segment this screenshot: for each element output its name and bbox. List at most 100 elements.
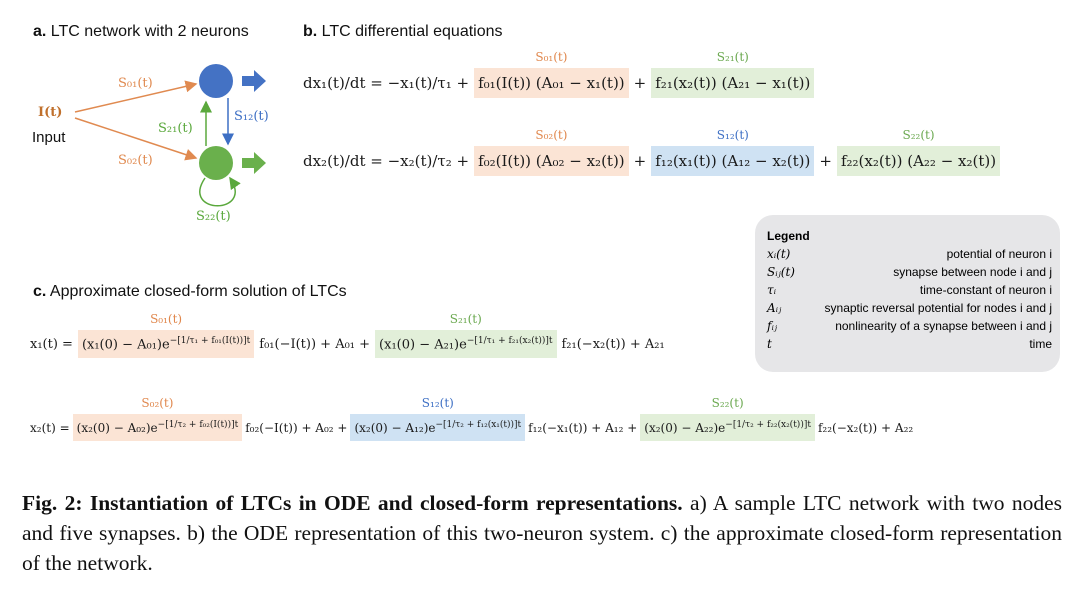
term-label: S₂₂(t) [711, 396, 744, 410]
eq-text: f₀₁(−I(t)) + A₀₁ + [259, 331, 370, 358]
term-text: f₂₁(x₂(t)) (A₂₁ − x₁(t)) [651, 68, 815, 98]
term-text: (x₂(0) − A₀₂)e−[1/τ₂ + f₀₂(I(t))]t [72, 414, 243, 441]
legend-description: synapse between node i and j [893, 265, 1052, 279]
legend-row: Sᵢⱼ(t) synapse between node i and j [755, 263, 1060, 281]
term-exponent: −[1/τ₁ + f₀₁(I(t))]t [169, 336, 251, 346]
eq-body: + [633, 152, 647, 170]
eq-text: f₀₂(−I(t)) + A₀₂ + [245, 415, 347, 441]
term-text: (x₂(0) − A₂₂)e−[1/τ₂ + f₂₂(x₂(t))]t [640, 414, 815, 441]
eq-body: f₂₂(−x₂(t)) + A₂₂ [817, 421, 914, 435]
synapse-label: S₀₁(t) [118, 76, 153, 91]
term-label: S₁₂(t) [716, 128, 749, 142]
eq-body: f₂₁(−x₂(t)) + A₂₁ [561, 337, 665, 353]
synapse-arrow [74, 80, 198, 113]
term-body: (x₁(0) − A₂₁)e [379, 337, 467, 353]
legend-description: synaptic reversal potential for nodes i … [824, 301, 1052, 315]
input-label: I(t) [38, 105, 62, 120]
self-synapse [199, 176, 241, 207]
term-body: (x₂(0) − A₂₂)e [644, 421, 726, 435]
term-body: f₂₂(x₂(t)) (A₂₂ − x₂(t)) [840, 152, 997, 170]
synapse-label: S₁₂(t) [234, 109, 269, 124]
term-body: (x₂(0) − A₀₂)e [76, 421, 158, 435]
synapse-label: S₂₂(t) [196, 209, 231, 224]
legend-description: nonlinearity of a synapse between i and … [835, 319, 1052, 333]
term-label: S₂₁(t) [449, 312, 482, 326]
term-label: S₀₁(t) [535, 50, 568, 64]
network-diagram: S₀₁(t) I(t) Input S₂₁(t) S₁₂(t) S₀₂(t) S… [32, 64, 269, 224]
term-text: f₁₂(x₁(t)) (A₁₂ − x₂(t)) [651, 146, 815, 176]
eq-body: dx₁(t)/dt = −x₁(t)/τ₁ + [303, 74, 470, 92]
eq-body: f₀₂(−I(t)) + A₀₂ + [245, 421, 348, 435]
term-text: (x₂(0) − A₁₂)e−[1/τ₂ + f₁₂(x₁(t))]t [350, 414, 526, 441]
term: S₁₂(t) (x₂(0) − A₁₂)e−[1/τ₂ + f₁₂(x₁(t))]… [350, 396, 526, 441]
synapse-label: S₂₁(t) [158, 121, 193, 136]
term: S₂₁(t) (x₁(0) − A₂₁)e−[1/τ₁ + f₂₁(x₂(t))]… [375, 312, 557, 359]
synapse-label: S₀₂(t) [118, 153, 153, 168]
term-label: S₀₁(t) [150, 312, 183, 326]
eq-text: + [819, 146, 832, 176]
legend-row: τᵢ time-constant of neuron i [755, 281, 1060, 299]
legend-title: Legend [767, 229, 810, 243]
eq-text: + [634, 146, 647, 176]
eq-body: dx₂(t)/dt = −x₂(t)/τ₂ + [303, 152, 470, 170]
equation: x₁(t) = S₀₁(t) (x₁(0) − A₀₁)e−[1/τ₁ + f₀₁(… [30, 312, 665, 359]
term: S₀₁(t) (x₁(0) − A₀₁)e−[1/τ₁ + f₀₁(I(t))]t [77, 312, 255, 359]
term: S₀₂(t) (x₂(0) − A₀₂)e−[1/τ₂ + f₀₂(I(t))]t [72, 396, 243, 441]
legend-symbol: fᵢⱼ [767, 319, 778, 333]
legend-row: xᵢ(t) potential of neuron i [755, 245, 1060, 263]
panel-title: c. Approximate closed-form solution of L… [33, 283, 347, 300]
eq-text: f₂₂(−x₂(t)) + A₂₂ [818, 415, 913, 441]
term-label: S₀₂(t) [141, 396, 174, 410]
equation: dx₂(t)/dt = −x₂(t)/τ₂ + S₀₂(t) f₀₂(I(t)) (… [303, 128, 1001, 176]
equation: x₂(t) = S₀₂(t) (x₂(0) − A₀₂)e−[1/τ₂ + f₀₂(… [30, 396, 913, 441]
term-text: f₀₁(I(t)) (A₀₁ − x₁(t)) [474, 68, 629, 98]
legend-symbol: xᵢ(t) [767, 247, 791, 261]
term-text: (x₁(0) − A₂₁)e−[1/τ₁ + f₂₁(x₂(t))]t [375, 330, 557, 359]
legend-symbol: Aᵢⱼ [767, 301, 782, 315]
neuron [199, 64, 233, 98]
term-exponent: −[1/τ₂ + f₀₂(I(t))]t [157, 420, 239, 430]
neuron [199, 146, 233, 180]
output-arrow [242, 70, 266, 92]
term-exponent: −[1/τ₁ + f₂₁(x₂(t))]t [466, 336, 553, 346]
eq-text: f₂₁(−x₂(t)) + A₂₁ [562, 331, 665, 358]
eq-text: + [634, 68, 647, 98]
legend-rows: xᵢ(t) potential of neuron i Sᵢⱼ(t) synapse … [755, 245, 1060, 353]
term-body: f₀₁(I(t)) (A₀₁ − x₁(t)) [478, 74, 625, 92]
legend-description: time-constant of neuron i [919, 283, 1052, 297]
legend-row: t time [755, 335, 1060, 353]
eq-body: + [819, 152, 832, 170]
term-text: (x₁(0) − A₀₁)e−[1/τ₁ + f₀₁(I(t))]t [77, 330, 255, 359]
term-body: f₂₁(x₂(t)) (A₂₁ − x₁(t)) [655, 74, 811, 92]
legend-symbol: τᵢ [767, 283, 777, 297]
panel-title: a. LTC network with 2 neurons [33, 23, 249, 40]
eq-text: x₁(t) = [30, 331, 73, 358]
eq-body: f₁₂(−x₁(t)) + A₁₂ + [528, 421, 638, 435]
input-label: Input [32, 129, 66, 146]
panel-title: b. LTC differential equations [303, 23, 503, 40]
legend-symbol: Sᵢⱼ(t) [767, 265, 795, 279]
legend-symbol: t [767, 337, 772, 351]
eq-body: x₂(t) = [30, 421, 70, 435]
legend-row: fᵢⱼ nonlinearity of a synapse between i a… [755, 317, 1060, 335]
term-label: S₂₂(t) [902, 128, 935, 142]
eq-text: dx₁(t)/dt = −x₁(t)/τ₁ + [303, 68, 469, 98]
legend: Legend xᵢ(t) potential of neuron i Sᵢⱼ(t) s… [755, 215, 1060, 372]
eq-text: f₁₂(−x₁(t)) + A₁₂ + [528, 415, 637, 441]
eq-body: f₀₁(−I(t)) + A₀₁ + [259, 337, 371, 353]
term: S₂₂(t) (x₂(0) − A₂₂)e−[1/τ₂ + f₂₂(x₂(t))]… [640, 396, 815, 441]
term: S₂₁(t) f₂₁(x₂(t)) (A₂₁ − x₁(t)) [651, 50, 815, 98]
term: S₀₁(t) f₀₁(I(t)) (A₀₁ − x₁(t)) [474, 50, 629, 98]
term-label: S₂₁(t) [716, 50, 749, 64]
term-text: f₂₂(x₂(t)) (A₂₂ − x₂(t)) [836, 146, 1001, 176]
term: S₁₂(t) f₁₂(x₁(t)) (A₁₂ − x₂(t)) [651, 128, 815, 176]
output-arrow [242, 152, 266, 174]
term: S₂₂(t) f₂₂(x₂(t)) (A₂₂ − x₂(t)) [836, 128, 1001, 176]
caption: Fig. 2: Instantiation of LTCs in ODE and… [22, 488, 1062, 578]
term-body: f₁₂(x₁(t)) (A₁₂ − x₂(t)) [655, 152, 811, 170]
term-label: S₀₂(t) [535, 128, 568, 142]
term-body: (x₁(0) − A₀₁)e [81, 337, 170, 353]
term-text: f₀₂(I(t)) (A₀₂ − x₂(t)) [474, 146, 629, 176]
caption-body: a) A sample LTC network with two nodes a… [22, 491, 1063, 575]
